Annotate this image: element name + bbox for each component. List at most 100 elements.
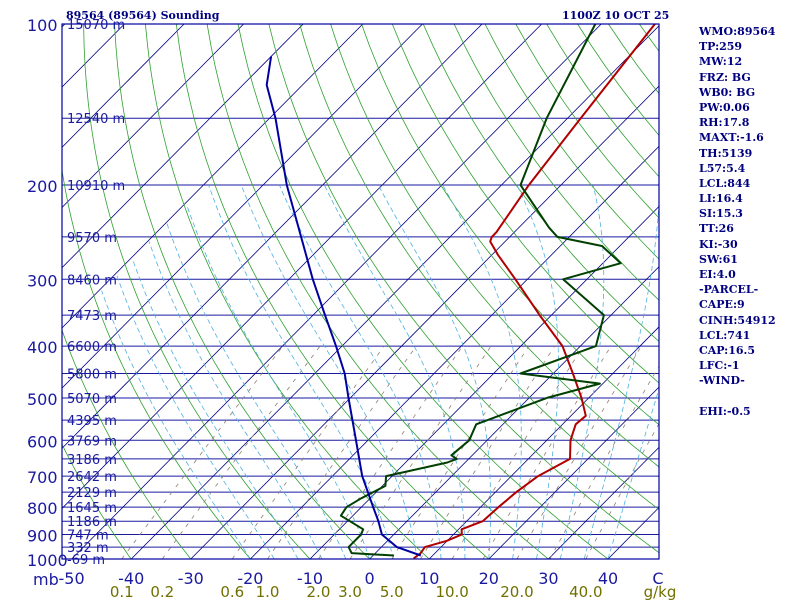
mixing-ratio-tick-label: 3.0 [338, 583, 362, 600]
moist-adiabat-line [377, 184, 492, 559]
dry-adiabat-line [391, 24, 659, 384]
dry-adiabat-line [62, 329, 192, 559]
isotherm-line [62, 24, 423, 389]
height-label: 2129 m [67, 486, 117, 501]
index-item: PW:0.06 [699, 100, 750, 114]
isotherm-line [0, 24, 5, 559]
temperature-tick-label: 20 [479, 569, 499, 588]
station-title: 89564 (89564) Sounding [66, 9, 220, 22]
mixing-ratio-tick-label: 0.2 [150, 583, 174, 600]
dry-adiabat-line [206, 24, 549, 559]
moist-adiabat-line [324, 184, 466, 559]
index-item: EI:4.0 [699, 268, 736, 281]
mixing-ratio-line [121, 345, 284, 559]
height-label: 3769 m [67, 434, 117, 449]
moist-adiabat-line [116, 275, 275, 559]
moist-adiabat-line [607, 387, 659, 559]
pressure-tick-label: 400 [27, 338, 58, 357]
moist-adiabat-line [240, 184, 418, 559]
pressure-unit-label: mb [33, 570, 59, 589]
height-label: 12540 m [67, 112, 125, 127]
observation-time: 1100Z 10 OCT 25 [562, 9, 670, 22]
mixing-ratio-tick-label: 0.6 [220, 583, 244, 600]
height-label: 6600 m [67, 340, 117, 355]
mixing-ratio-tick-label: 20.0 [500, 583, 533, 600]
pressure-tick-label: 1000 [27, 551, 68, 570]
moist-adiabat-line [101, 290, 251, 559]
index-item: TT:26 [699, 222, 734, 236]
index-item: MAXT:-1.6 [699, 131, 764, 145]
mixing-ratio-tick-label: 40.0 [569, 583, 602, 600]
index-item: L57:5.4 [699, 161, 746, 175]
pressure-tick-label: 200 [27, 177, 58, 196]
height-label: 4395 m [67, 414, 117, 429]
moist-adiabat-line [148, 241, 323, 559]
index-item: KI:-30 [699, 237, 738, 251]
mixing-ratio-unit-label: g/kg [644, 583, 677, 600]
index-item: MW:12 [699, 55, 743, 69]
mixing-ratio-tick-label: 1.0 [256, 583, 280, 600]
moist-adiabat-line [559, 185, 605, 559]
dry-adiabat-line [361, 24, 659, 426]
mixing-ratio-line [349, 345, 492, 559]
height-label: 15070 m [67, 18, 125, 33]
index-item: CAP:16.5 [699, 343, 756, 357]
moist-adiabat-line [516, 184, 559, 559]
index-item: -WIND- [699, 374, 745, 388]
temperature-tick-label: -20 [237, 569, 263, 588]
index-item: -PARCEL- [699, 283, 759, 297]
index-item: LCL:844 [699, 176, 751, 190]
isotherm-line [62, 24, 244, 209]
moist-adiabat-line [442, 184, 522, 559]
index-item: SI:15.3 [699, 207, 743, 221]
dewpoint-trace [339, 24, 622, 557]
isotherm-line [250, 145, 659, 559]
moist-adiabat-line [583, 193, 659, 559]
index-item: FRZ: BG [699, 70, 751, 84]
dry-adiabat-line [237, 24, 609, 559]
height-label: -69 m [67, 553, 105, 568]
temperature-tick-label: 10 [419, 569, 439, 588]
pressure-tick-label: 100 [27, 16, 58, 35]
index-item: CINH:54912 [699, 313, 776, 327]
index-item: WB0: BG [699, 85, 756, 99]
dry-adiabat-line [484, 24, 659, 260]
height-label: 2642 m [67, 470, 117, 485]
mixing-ratio-line [585, 422, 659, 559]
dry-adiabat-line [62, 443, 132, 559]
moist-adiabat-line [208, 184, 394, 559]
isotherm-line [62, 24, 542, 510]
temperature-tick-label: 40 [598, 569, 618, 588]
temperature-tick-label: -40 [118, 569, 144, 588]
height-label: 1186 m [67, 515, 117, 530]
mixing-ratio-tick-label: 2.0 [307, 583, 331, 600]
index-item: RH:17.8 [699, 116, 750, 130]
pressure-tick-label: 800 [27, 499, 58, 518]
isotherm-line [71, 24, 602, 559]
pressure-tick-label: 500 [27, 390, 58, 409]
plot-frame [61, 23, 660, 560]
isotherm-line [62, 24, 185, 148]
dry-adiabat-line [114, 24, 370, 559]
pressure-tick-label: 700 [27, 468, 58, 487]
mixing-ratio-line [267, 345, 417, 559]
mixing-ratio-line [391, 345, 530, 559]
index-item: LI:16.4 [699, 192, 743, 206]
temperature-tick-label: 30 [538, 569, 558, 588]
height-label: 7473 m [67, 309, 117, 324]
temperature-tick-label: 0 [365, 569, 375, 588]
height-label: 8460 m [67, 273, 117, 288]
pressure-tick-label: 600 [27, 432, 58, 451]
index-item: TP:259 [699, 40, 743, 54]
index-item: CAPE:9 [699, 298, 745, 312]
height-label: 747 m [67, 529, 109, 544]
temperature-tick-label: -30 [178, 569, 204, 588]
isotherm-line [130, 25, 659, 559]
dry-adiabat-line [330, 24, 659, 468]
height-label: 1645 m [67, 501, 117, 516]
dry-adiabat-line [453, 24, 659, 301]
isotherm-line [548, 446, 659, 559]
mixing-ratio-tick-label: 10.0 [435, 583, 468, 600]
height-label: 3186 m [67, 453, 117, 468]
